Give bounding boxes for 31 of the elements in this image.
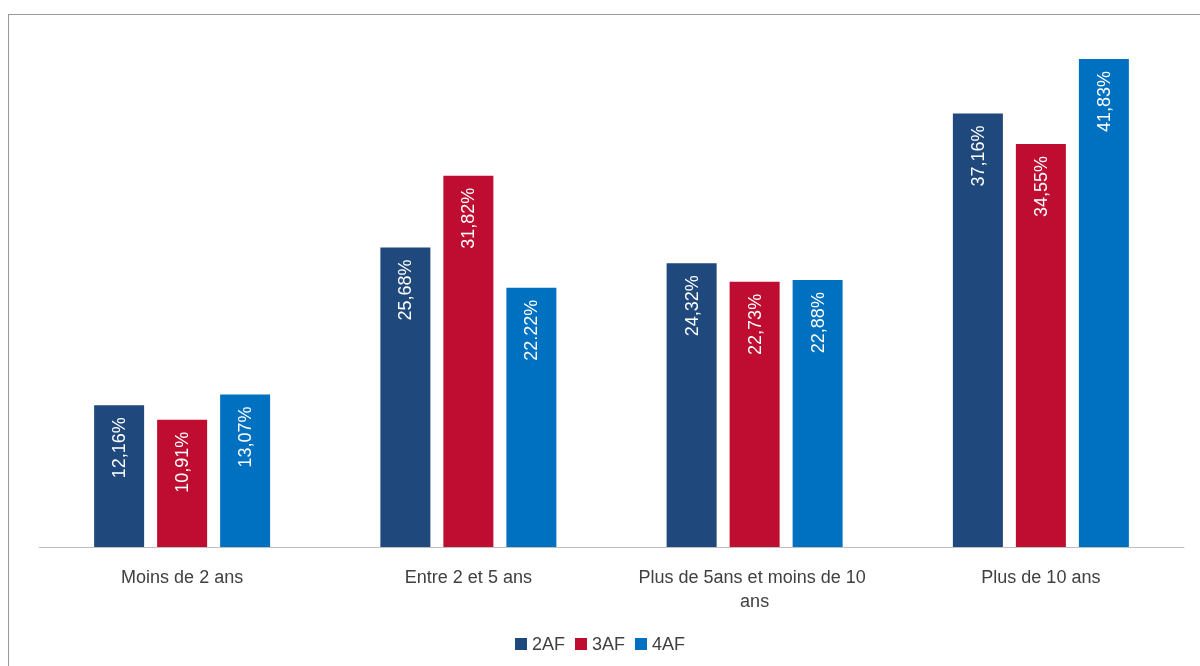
- bar: [380, 247, 431, 547]
- legend-label: 2AF: [531, 634, 565, 654]
- bar: [443, 175, 494, 547]
- data-label: 37,16%: [967, 125, 988, 187]
- bar: [94, 405, 145, 547]
- x-tick-label: Entre 2 et 5 ans: [404, 567, 532, 587]
- bar: [952, 113, 1003, 547]
- data-label: 41,83%: [1093, 71, 1114, 133]
- bar: [1078, 59, 1129, 547]
- data-label: 31,82%: [458, 187, 479, 249]
- data-label: 22,73%: [744, 293, 765, 355]
- legend-label: 4AF: [652, 634, 686, 654]
- data-label: 22,88%: [807, 292, 828, 354]
- data-label: 10,91%: [172, 431, 193, 493]
- bar: [1015, 143, 1066, 547]
- bar: [729, 281, 780, 547]
- x-tick-label: Plus de 10 ans: [981, 567, 1101, 587]
- x-tick-label: Plus de 5ans et moins de 10 ans: [638, 567, 871, 611]
- data-label: 34,55%: [1030, 155, 1051, 218]
- bar: [792, 280, 843, 547]
- bar: [506, 287, 557, 547]
- data-label: 22.22%: [521, 299, 542, 361]
- data-label: 13,07%: [235, 406, 256, 468]
- x-tick-label: Moins de 2 ans: [121, 567, 244, 587]
- legend-label: 3AF: [591, 634, 626, 654]
- data-label: 25,68%: [395, 259, 416, 321]
- data-label: 24,32%: [681, 275, 702, 337]
- bar: [666, 263, 717, 547]
- bar: [220, 394, 271, 547]
- bar: [157, 419, 208, 547]
- data-label: 12,16%: [109, 417, 130, 479]
